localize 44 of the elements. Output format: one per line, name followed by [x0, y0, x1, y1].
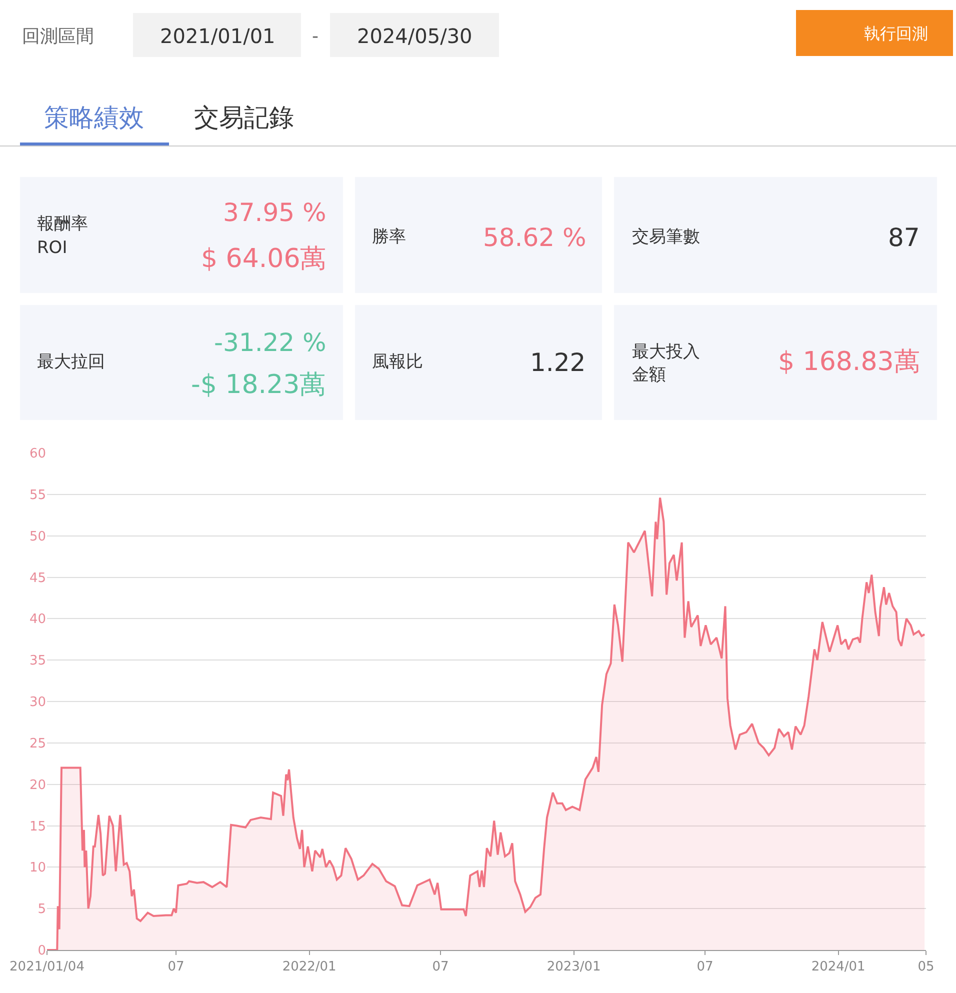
y-tick-label: 30 — [29, 695, 46, 710]
x-tick-label: 2022/01 — [282, 960, 336, 975]
x-tick-label: 07 — [168, 960, 184, 975]
y-tick-label: 60 — [29, 446, 46, 462]
y-tick-label: 40 — [29, 612, 46, 628]
x-tick-label: 07 — [432, 960, 449, 975]
y-tick-label: 10 — [29, 860, 46, 876]
text: 58.62 % — [483, 223, 586, 252]
text: ROI — [37, 238, 68, 258]
y-tick-label: 15 — [29, 819, 46, 834]
y-tick-label: 55 — [29, 488, 46, 503]
text: 交易記錄 — [194, 103, 294, 132]
text: -31.22 % — [214, 328, 326, 357]
y-tick-label: 50 — [29, 529, 46, 544]
text: 37.95 % — [223, 198, 326, 227]
x-tick-label: 2021/01/04 — [10, 960, 84, 975]
text: -$ 18.23萬 — [191, 370, 326, 400]
text: 87 — [888, 223, 920, 252]
x-tick-label: 2024/01 — [811, 960, 866, 975]
y-tick-label: 0 — [38, 944, 46, 959]
text: $ 168.83萬 — [778, 347, 920, 377]
text: 2024/05/30 — [357, 24, 472, 48]
text: 策略績效 — [44, 103, 144, 132]
text: 最大投入 — [632, 342, 700, 362]
text: 1.22 — [530, 348, 586, 377]
text: 最大拉回 — [37, 352, 105, 372]
text: $ 64.06萬 — [201, 244, 326, 274]
y-tick-label: 45 — [29, 570, 46, 586]
text: 回測區間 — [22, 26, 94, 47]
x-tick-label: 05 — [918, 960, 934, 975]
text: 執行回測 — [864, 24, 928, 43]
text: 交易筆數 — [632, 227, 700, 247]
text: 報酬率 — [37, 214, 88, 234]
y-tick-label: 25 — [29, 736, 46, 752]
x-tick-label: 2023/01 — [546, 960, 601, 975]
y-tick-label: 5 — [38, 902, 46, 918]
text: 金額 — [632, 365, 666, 385]
text: 勝率 — [372, 227, 406, 247]
y-tick-label: 35 — [29, 654, 46, 669]
text: - — [312, 26, 318, 47]
text: 2021/01/01 — [160, 24, 276, 48]
x-tick-label: 07 — [696, 960, 714, 975]
text: 風報比 — [372, 352, 423, 372]
y-tick-label: 20 — [29, 778, 46, 793]
